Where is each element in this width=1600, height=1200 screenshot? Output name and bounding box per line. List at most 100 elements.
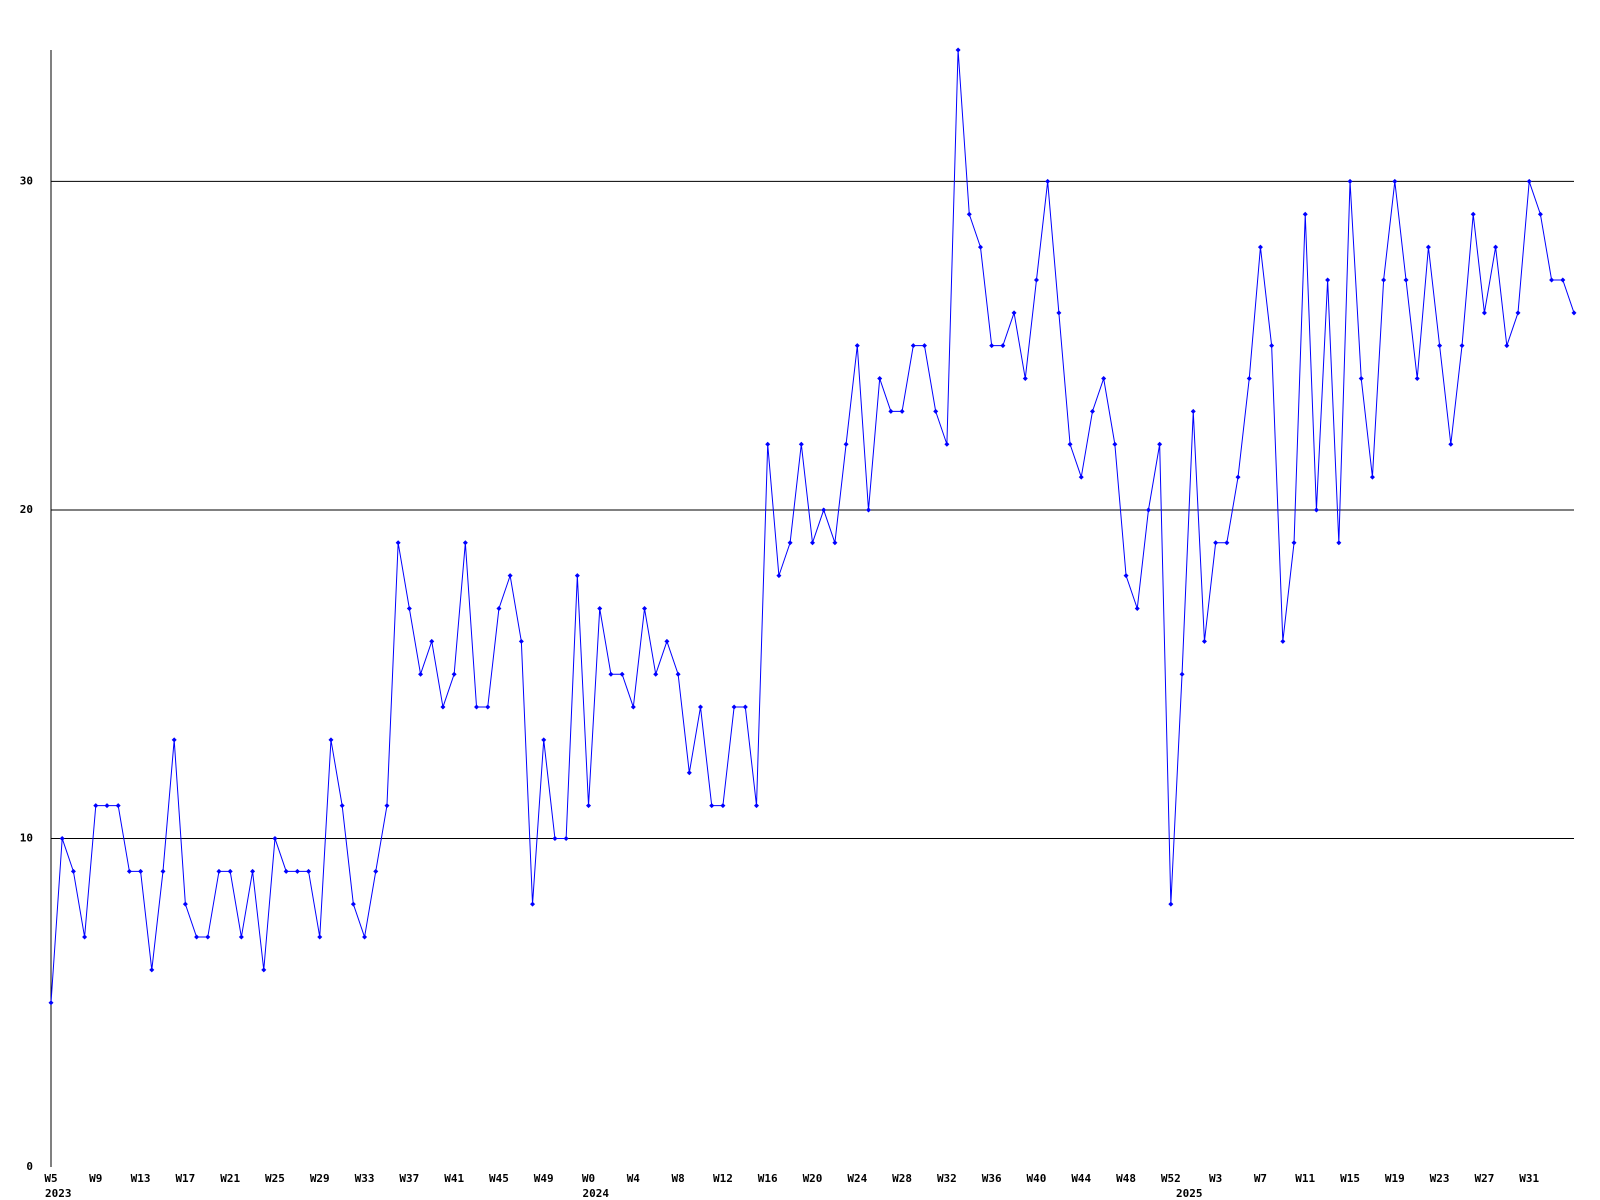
x-tick-label: W29 [310, 1172, 330, 1185]
point-marker [1089, 408, 1095, 414]
point-marker [1280, 638, 1286, 644]
point-marker [1022, 376, 1028, 382]
point-marker [698, 704, 704, 710]
point-marker [977, 244, 983, 250]
y-tick-label: 20 [20, 503, 33, 516]
point-marker [451, 671, 457, 677]
point-marker [877, 376, 883, 382]
y-tick-label: 10 [20, 831, 33, 844]
point-marker [395, 540, 401, 546]
point-marker [294, 868, 300, 874]
point-marker [630, 704, 636, 710]
point-marker [1358, 376, 1364, 382]
x-year-label: 2024 [583, 1187, 610, 1200]
point-marker [138, 868, 144, 874]
point-marker [1134, 606, 1140, 611]
point-marker [317, 934, 323, 940]
x-tick-label: W4 [627, 1172, 641, 1185]
x-tick-label: W44 [1071, 1172, 1091, 1185]
point-marker [1403, 277, 1409, 283]
point-marker [888, 408, 894, 414]
x-tick-label: W7 [1254, 1172, 1267, 1185]
point-marker [1190, 408, 1196, 414]
point-marker [518, 638, 524, 644]
point-marker [865, 507, 871, 513]
point-marker [1157, 441, 1163, 447]
x-tick-label: W5 [44, 1172, 57, 1185]
point-marker [1325, 277, 1331, 283]
x-tick-label: W40 [1027, 1172, 1047, 1185]
x-tick-label: W3 [1209, 1172, 1222, 1185]
point-marker [1549, 277, 1555, 283]
point-marker [1045, 178, 1051, 184]
point-marker [754, 803, 760, 809]
point-marker [1571, 310, 1577, 316]
point-marker [1257, 244, 1263, 250]
point-marker [955, 47, 961, 53]
point-marker [182, 901, 188, 907]
x-tick-label: W31 [1519, 1172, 1539, 1185]
x-tick-label: W33 [355, 1172, 375, 1185]
x-tick-label: W32 [937, 1172, 957, 1185]
point-marker [1448, 441, 1454, 447]
x-tick-label: W28 [892, 1172, 912, 1185]
x-tick-label: W27 [1474, 1172, 1494, 1185]
point-marker [686, 770, 692, 776]
point-marker [373, 868, 379, 874]
point-marker [1123, 573, 1129, 579]
point-marker [261, 967, 267, 973]
x-tick-label: W19 [1385, 1172, 1405, 1185]
point-marker [1336, 540, 1342, 546]
point-marker [70, 868, 76, 874]
point-marker [530, 901, 536, 907]
point-marker [1067, 441, 1073, 447]
point-marker [1437, 343, 1443, 349]
point-marker [194, 934, 200, 940]
point-marker [541, 737, 547, 743]
series-line [50, 49, 1575, 1003]
point-marker [1145, 507, 1151, 513]
point-marker [126, 868, 132, 874]
point-marker [1056, 310, 1062, 316]
point-marker [1515, 310, 1521, 316]
point-marker [1560, 277, 1566, 283]
point-marker [933, 408, 939, 414]
x-tick-label: W37 [399, 1172, 419, 1185]
x-tick-label: W49 [534, 1172, 554, 1185]
x-tick-label: W13 [131, 1172, 151, 1185]
point-marker [171, 737, 177, 743]
point-marker [776, 573, 782, 579]
point-marker [1313, 507, 1319, 513]
point-marker [1168, 901, 1174, 907]
point-marker [1235, 474, 1241, 480]
point-marker [608, 671, 614, 677]
point-marker [1033, 277, 1039, 283]
point-marker [1347, 178, 1353, 184]
point-marker [160, 868, 166, 874]
x-tick-label: W25 [265, 1172, 285, 1185]
point-marker [619, 671, 625, 677]
point-marker [474, 704, 480, 710]
point-marker [798, 441, 804, 447]
point-marker [205, 934, 211, 940]
point-marker [899, 408, 905, 414]
point-marker [507, 573, 513, 579]
point-marker [832, 540, 838, 546]
point-marker [429, 638, 435, 644]
point-marker [306, 868, 312, 874]
point-marker [563, 835, 569, 841]
point-marker [1302, 211, 1308, 217]
point-marker [362, 934, 368, 940]
point-marker [93, 803, 99, 809]
point-marker [1112, 441, 1118, 447]
point-marker [720, 803, 726, 809]
x-tick-label: W23 [1430, 1172, 1450, 1185]
point-marker [1246, 376, 1252, 382]
point-marker [1224, 540, 1230, 546]
point-marker [149, 967, 155, 973]
point-marker [821, 507, 827, 513]
point-marker [1414, 376, 1420, 382]
point-marker [552, 835, 558, 841]
